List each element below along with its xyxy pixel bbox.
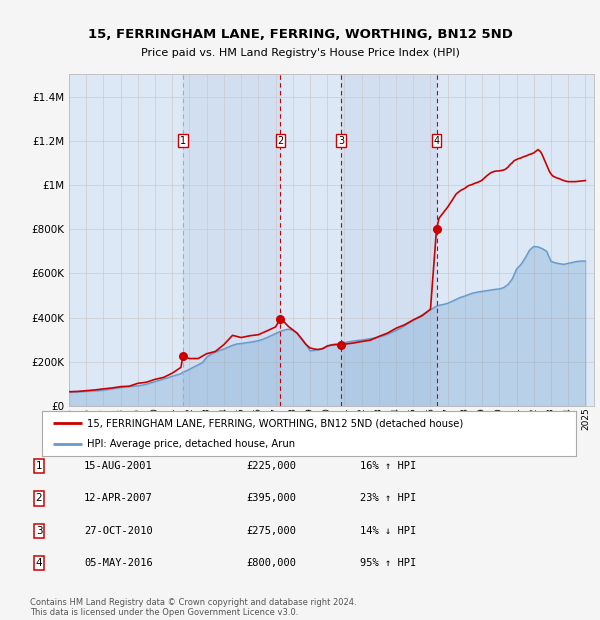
Text: 23% ↑ HPI: 23% ↑ HPI	[360, 494, 416, 503]
Text: 95% ↑ HPI: 95% ↑ HPI	[360, 558, 416, 568]
Text: 14% ↓ HPI: 14% ↓ HPI	[360, 526, 416, 536]
Text: This data is licensed under the Open Government Licence v3.0.: This data is licensed under the Open Gov…	[30, 608, 298, 617]
Text: Contains HM Land Registry data © Crown copyright and database right 2024.: Contains HM Land Registry data © Crown c…	[30, 598, 356, 607]
Text: 1: 1	[35, 461, 43, 471]
Text: 4: 4	[35, 558, 43, 568]
Text: 2: 2	[277, 136, 284, 146]
Text: £800,000: £800,000	[246, 558, 296, 568]
Text: 05-MAY-2016: 05-MAY-2016	[84, 558, 153, 568]
Text: 3: 3	[338, 136, 344, 146]
Text: 16% ↑ HPI: 16% ↑ HPI	[360, 461, 416, 471]
Text: £225,000: £225,000	[246, 461, 296, 471]
Text: £395,000: £395,000	[246, 494, 296, 503]
Text: 2: 2	[35, 494, 43, 503]
Bar	[183, 74, 280, 406]
Text: 15, FERRINGHAM LANE, FERRING, WORTHING, BN12 5ND (detached house): 15, FERRINGHAM LANE, FERRING, WORTHING, …	[88, 418, 464, 428]
Text: 15-AUG-2001: 15-AUG-2001	[84, 461, 153, 471]
Text: 27-OCT-2010: 27-OCT-2010	[84, 526, 153, 536]
Text: HPI: Average price, detached house, Arun: HPI: Average price, detached house, Arun	[88, 438, 296, 449]
Text: 15, FERRINGHAM LANE, FERRING, WORTHING, BN12 5ND: 15, FERRINGHAM LANE, FERRING, WORTHING, …	[88, 28, 512, 40]
Text: 12-APR-2007: 12-APR-2007	[84, 494, 153, 503]
Text: 3: 3	[35, 526, 43, 536]
Text: 1: 1	[180, 136, 186, 146]
Bar	[341, 74, 436, 406]
Text: 4: 4	[433, 136, 440, 146]
Text: Price paid vs. HM Land Registry's House Price Index (HPI): Price paid vs. HM Land Registry's House …	[140, 48, 460, 58]
Text: £275,000: £275,000	[246, 526, 296, 536]
